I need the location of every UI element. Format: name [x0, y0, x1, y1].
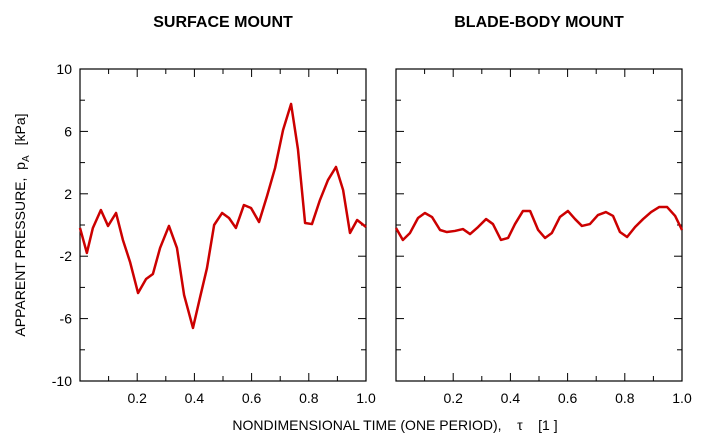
y-axis-label-sub: A	[21, 155, 32, 162]
y-axis-label: APPARENT PRESSURE, pA [kPa]	[12, 113, 32, 336]
data-line	[394, 205, 684, 242]
y-tick-label: -2	[60, 248, 73, 264]
y-tick-label: 2	[64, 186, 72, 202]
x-tick-label: 1.0	[672, 390, 692, 406]
x-tick-label: 0.6	[242, 390, 262, 406]
x-tick-label: 0.4	[185, 390, 205, 406]
y-axis-label-unit: [kPa]	[12, 113, 28, 145]
y-tick-label: -6	[60, 311, 73, 327]
x-axis-label: NONDIMENSIONAL TIME (ONE PERIOD), τ [1 ]	[232, 417, 557, 433]
plot-frame	[395, 68, 683, 382]
x-tick-label: 0.2	[443, 390, 463, 406]
panel-title: SURFACE MOUNT	[153, 14, 293, 31]
panel-title: BLADE-BODY MOUNT	[454, 14, 624, 31]
x-tick-label: 0.8	[299, 390, 319, 406]
y-tick-label: 10	[56, 61, 72, 77]
data-line	[78, 102, 367, 330]
plot-frame	[79, 68, 367, 382]
y-tick-label: 6	[64, 123, 72, 139]
x-tick-label: 0.4	[501, 390, 521, 406]
x-tick-label: 0.8	[615, 390, 635, 406]
y-tick-label: -10	[52, 373, 72, 389]
x-tick-label: 0.2	[127, 390, 147, 406]
x-tick-label: 0.6	[558, 390, 578, 406]
y-axis-label-text: APPARENT PRESSURE, p	[12, 162, 28, 337]
x-tick-label: 1.0	[356, 390, 376, 406]
